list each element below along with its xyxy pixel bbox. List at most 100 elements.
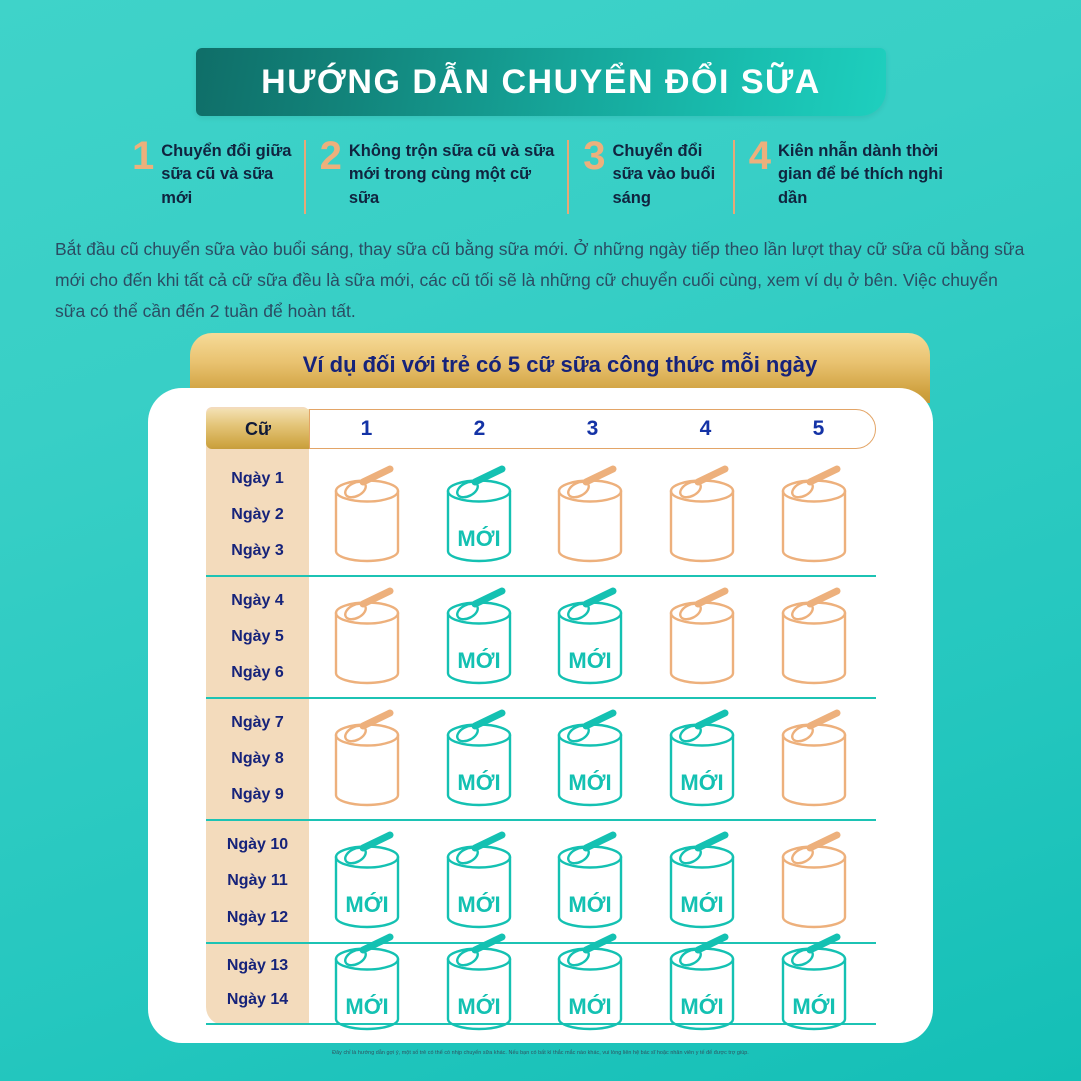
day-label: Ngày 4	[231, 592, 284, 610]
svg-text:MỚI: MỚI	[569, 994, 612, 1019]
tip-number: 3	[583, 134, 606, 178]
column-header-1: 1	[360, 417, 373, 440]
can-old	[313, 463, 425, 567]
tip-text: Kiên nhẫn dành thời gian để bé thích ngh…	[777, 142, 943, 207]
footer-disclaimer: Đây chỉ là hướng dẫn gợi ý, một số trẻ c…	[332, 1050, 749, 1056]
can-icon: MỚI	[334, 933, 400, 1031]
day-labels: Ngày 7 Ngày 8 Ngày 9	[206, 699, 309, 819]
day-label: Ngày 5	[231, 628, 284, 646]
svg-text:MỚI: MỚI	[457, 648, 500, 673]
can-icon	[334, 465, 400, 563]
day-labels: Ngày 4 Ngày 5 Ngày 6	[206, 577, 309, 697]
can-new: MỚI	[537, 707, 649, 811]
can-new: MỚI	[648, 931, 760, 1035]
tip-1: 1 Chuyển đổi giữa sữa cũ và sữa mới	[118, 136, 304, 210]
feeding-cans: MỚI MỚI MỚI MỚI MỚI	[309, 933, 876, 1031]
can-old	[648, 463, 760, 567]
can-new: MỚI	[537, 585, 649, 689]
feeding-cans: MỚI MỚI MỚI MỚI	[309, 821, 876, 941]
table-header-row: 1 2 3 4 5	[309, 409, 876, 449]
table-row-group: Ngày 7 Ngày 8 Ngày 9 MỚI MỚI	[206, 699, 876, 822]
can-icon	[670, 587, 735, 685]
can-new: MỚI	[648, 829, 760, 933]
tip-divider	[732, 140, 735, 214]
day-column-background	[206, 407, 309, 1025]
can-old	[313, 585, 425, 689]
svg-text:MỚI: MỚI	[681, 770, 724, 795]
intro-paragraph: Bắt đầu cũ chuyển sữa vào buổi sáng, tha…	[55, 239, 1025, 322]
tip-3: 3 Chuyển đổi sữa vào buổi sáng	[569, 134, 732, 210]
tip-number: 4	[748, 134, 771, 178]
can-old	[313, 707, 425, 811]
can-icon	[781, 709, 847, 807]
can-new: MỚI	[425, 463, 537, 567]
day-label: Ngày 9	[231, 786, 284, 804]
page-title: HƯỚNG DẪN CHUYỂN ĐỔI SỮA	[261, 62, 821, 101]
can-icon: MỚI	[334, 831, 400, 929]
day-label: Ngày 2	[231, 506, 284, 524]
column-header-2: 2	[473, 417, 486, 440]
svg-text:MỚI: MỚI	[569, 770, 612, 795]
can-icon	[781, 465, 847, 563]
svg-text:MỚI: MỚI	[569, 892, 612, 917]
tip-4: 4 Kiên nhẫn dành thời gian để bé thích ng…	[735, 134, 963, 210]
can-icon	[334, 587, 400, 685]
can-new: MỚI	[760, 931, 872, 1035]
can-icon: MỚI	[670, 709, 735, 807]
tip-text: Không trộn sữa cũ và sữa mới trong cùng …	[348, 142, 555, 207]
tip-text: Chuyển đổi giữa sữa cũ và sữa mới	[161, 142, 292, 207]
table-corner-header: Cữ	[206, 409, 310, 449]
tip-text: Chuyển đổi sữa vào buổi sáng	[612, 142, 716, 207]
day-label: Ngày 3	[231, 542, 284, 560]
title-banner: HƯỚNG DẪN CHUYỂN ĐỔI SỮA	[196, 48, 886, 116]
day-label: Ngày 6	[231, 664, 284, 682]
day-labels: Ngày 1 Ngày 2 Ngày 3	[206, 455, 309, 575]
day-label: Ngày 14	[226, 991, 289, 1009]
can-icon: MỚI	[446, 465, 511, 563]
svg-text:MỚI: MỚI	[681, 994, 724, 1019]
can-new: MỚI	[313, 829, 425, 933]
day-label: Ngày 11	[227, 872, 288, 890]
tip-divider	[303, 140, 306, 214]
can-icon: MỚI	[670, 933, 735, 1031]
table-row-group: Ngày 13 Ngày 14 MỚI MỚI MỚI	[206, 933, 876, 1031]
can-icon	[781, 831, 847, 929]
can-icon: MỚI	[670, 831, 735, 929]
can-new: MỚI	[648, 707, 760, 811]
can-old	[760, 707, 872, 811]
svg-text:MỚI: MỚI	[345, 994, 388, 1019]
can-icon	[334, 709, 400, 807]
can-icon: MỚI	[446, 709, 511, 807]
tips-row: 1 Chuyển đổi giữa sữa cũ và sữa mới 2 Không…	[118, 134, 963, 216]
tip-2: 2 Không trộn sữa cũ và sữa mới trong cùng…	[306, 134, 568, 210]
table-row-group: Ngày 4 Ngày 5 Ngày 6 MỚI MỚI	[206, 577, 876, 700]
can-icon: MỚI	[558, 933, 623, 1031]
feeding-cans: MỚI	[309, 455, 876, 575]
can-icon: MỚI	[558, 709, 623, 807]
can-old	[760, 585, 872, 689]
can-new: MỚI	[425, 931, 537, 1035]
feeding-cans: MỚI MỚI MỚI	[309, 699, 876, 819]
day-label: Ngày 1	[231, 470, 284, 488]
svg-text:MỚI: MỚI	[457, 770, 500, 795]
svg-text:MỚI: MỚI	[569, 648, 612, 673]
day-label: Ngày 13	[226, 957, 289, 975]
tip-number: 2	[319, 134, 342, 178]
can-icon: MỚI	[558, 587, 623, 685]
day-label: Ngày 7	[231, 714, 284, 732]
transition-table: Cữ 1 2 3 4 5 Ngày 1 Ngày 2 Ngày 3 MỚI	[206, 407, 876, 1031]
can-old	[760, 463, 872, 567]
example-banner-title: Ví dụ đối với trẻ có 5 cữ sữa công thức …	[302, 352, 818, 377]
can-icon: MỚI	[781, 933, 847, 1031]
can-icon: MỚI	[558, 831, 623, 929]
can-icon	[781, 587, 847, 685]
can-icon: MỚI	[446, 831, 511, 929]
svg-text:MỚI: MỚI	[792, 994, 835, 1019]
column-header-5: 5	[812, 417, 825, 440]
can-old	[648, 585, 760, 689]
day-label: Ngày 12	[226, 908, 289, 926]
can-new: MỚI	[425, 829, 537, 933]
tip-divider	[567, 140, 570, 214]
can-icon	[670, 465, 735, 563]
svg-text:MỚI: MỚI	[457, 526, 500, 551]
